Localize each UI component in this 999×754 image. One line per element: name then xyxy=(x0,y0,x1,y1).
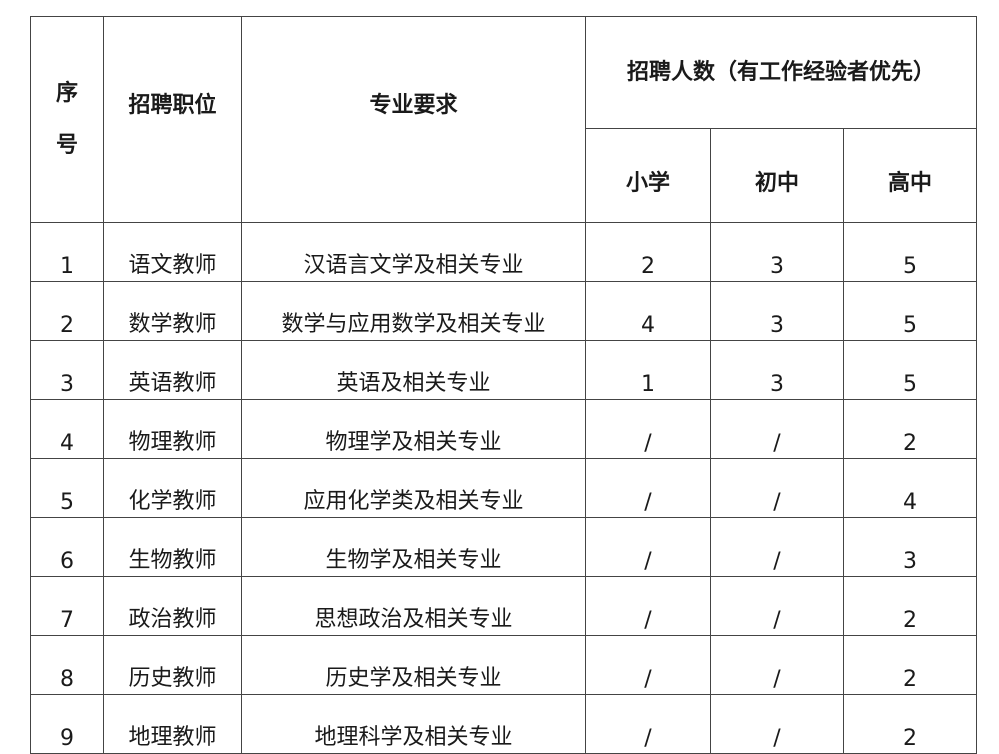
cell-position: 生物教师 xyxy=(103,517,242,577)
cell-junior: / xyxy=(710,458,844,518)
cell-seq: 6 xyxy=(30,517,104,577)
cell-seq: 9 xyxy=(30,694,104,754)
cell-seq: 5 xyxy=(30,458,104,518)
cell-primary: / xyxy=(585,399,711,459)
cell-junior: 3 xyxy=(710,340,844,400)
cell-senior: 2 xyxy=(842,576,978,636)
table-row: 1 语文教师 汉语言文学及相关专业 2 3 5 xyxy=(30,222,978,282)
cell-senior: 5 xyxy=(842,222,978,282)
table-row: 8 历史教师 历史学及相关专业 //2 xyxy=(30,635,978,695)
cell-primary: 1 xyxy=(585,340,711,400)
cell-position: 政治教师 xyxy=(103,576,242,636)
table-row: 3 英语教师 英语及相关专业 1 3 5 xyxy=(30,340,978,400)
cell-major: 生物学及相关专业 xyxy=(241,517,586,577)
cell-senior: 2 xyxy=(842,635,978,695)
table-row: 2 数学教师 数学与应用数学及相关专业 4 3 5 xyxy=(30,281,978,341)
cell-junior: / xyxy=(710,576,844,636)
cell-junior: / xyxy=(710,635,844,695)
cell-junior: / xyxy=(710,517,844,577)
cell-senior: 5 xyxy=(842,340,978,400)
cell-seq: 7 xyxy=(30,576,104,636)
cell-senior: 4 xyxy=(842,458,978,518)
cell-primary: / xyxy=(585,576,711,636)
header-seq: 序号 xyxy=(30,16,104,223)
cell-primary: / xyxy=(585,517,711,577)
cell-position: 历史教师 xyxy=(103,635,242,695)
cell-major: 汉语言文学及相关专业 xyxy=(241,222,586,282)
cell-primary: / xyxy=(585,635,711,695)
header-count-group: 招聘人数（有工作经验者优先） xyxy=(584,16,978,129)
header-primary: 小学 xyxy=(585,128,711,223)
cell-major: 地理科学及相关专业 xyxy=(241,694,586,754)
cell-junior: / xyxy=(710,694,844,754)
cell-seq: 3 xyxy=(30,340,104,400)
cell-position: 英语教师 xyxy=(103,340,242,400)
header-senior: 高中 xyxy=(842,128,978,223)
cell-primary: 2 xyxy=(585,222,711,282)
cell-seq: 2 xyxy=(30,281,104,341)
cell-major: 英语及相关专业 xyxy=(241,340,586,400)
table-row: 7 政治教师 思想政治及相关专业 //2 xyxy=(30,576,978,636)
cell-position: 化学教师 xyxy=(103,458,242,518)
cell-junior: 3 xyxy=(710,222,844,282)
cell-position: 地理教师 xyxy=(103,694,242,754)
cell-position: 语文教师 xyxy=(103,222,242,282)
cell-major: 数学与应用数学及相关专业 xyxy=(241,281,586,341)
cell-senior: 5 xyxy=(842,281,978,341)
cell-seq: 8 xyxy=(30,635,104,695)
cell-major: 物理学及相关专业 xyxy=(241,399,586,459)
header-position: 招聘职位 xyxy=(103,16,242,223)
cell-major: 历史学及相关专业 xyxy=(241,635,586,695)
cell-major: 思想政治及相关专业 xyxy=(241,576,586,636)
cell-primary: / xyxy=(585,458,711,518)
cell-junior: 3 xyxy=(710,281,844,341)
table-row: 4 物理教师 物理学及相关专业 //2 xyxy=(30,399,978,459)
cell-position: 物理教师 xyxy=(103,399,242,459)
table-row: 9 地理教师 地理科学及相关专业 //2 xyxy=(30,694,978,754)
cell-major: 应用化学类及相关专业 xyxy=(241,458,586,518)
cell-senior: 2 xyxy=(842,694,978,754)
table-row: 5 化学教师 应用化学类及相关专业 //4 xyxy=(30,458,978,518)
cell-primary: 4 xyxy=(585,281,711,341)
header-major: 专业要求 xyxy=(241,16,586,223)
cell-seq: 1 xyxy=(30,222,104,282)
cell-junior: / xyxy=(710,399,844,459)
table-row: 6 生物教师 生物学及相关专业 //3 xyxy=(30,517,978,577)
cell-senior: 2 xyxy=(842,399,978,459)
cell-seq: 4 xyxy=(30,399,104,459)
cell-position: 数学教师 xyxy=(103,281,242,341)
cell-senior: 3 xyxy=(842,517,978,577)
recruitment-table: 序号 招聘职位 专业要求 招聘人数（有工作经验者优先） 小学 初中 高中 1 语文… xyxy=(30,16,978,754)
header-junior: 初中 xyxy=(710,128,844,223)
cell-primary: / xyxy=(585,694,711,754)
